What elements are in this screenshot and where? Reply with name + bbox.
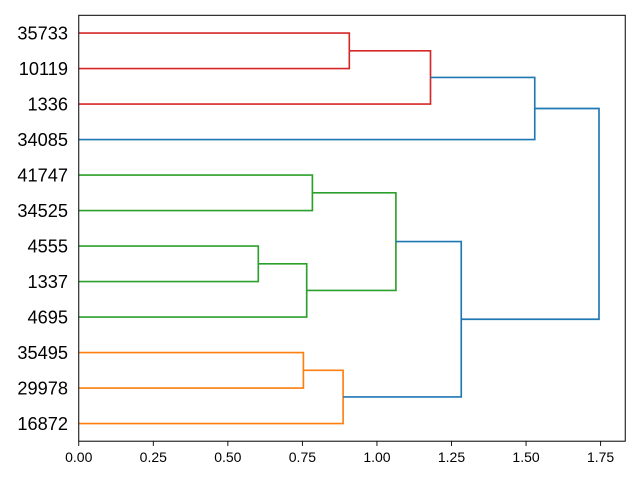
svg-text:4555: 4555 [28,237,68,257]
svg-text:0.50: 0.50 [214,449,241,465]
svg-text:29978: 29978 [17,379,68,399]
svg-text:1.50: 1.50 [512,449,539,465]
svg-text:16872: 16872 [17,414,68,434]
svg-text:1.25: 1.25 [438,449,465,465]
svg-text:35495: 35495 [17,343,68,363]
svg-text:35733: 35733 [17,24,68,44]
svg-text:34085: 34085 [17,130,68,150]
svg-text:0.75: 0.75 [289,449,316,465]
svg-text:1337: 1337 [28,272,68,292]
svg-text:4695: 4695 [28,308,68,328]
svg-text:1.00: 1.00 [363,449,390,465]
svg-text:0.00: 0.00 [65,449,92,465]
svg-text:41747: 41747 [17,166,68,186]
svg-text:10119: 10119 [19,59,68,79]
svg-text:0.25: 0.25 [140,449,167,465]
svg-text:1.75: 1.75 [587,449,614,465]
svg-text:1336: 1336 [28,95,68,115]
svg-text:34525: 34525 [17,201,68,221]
